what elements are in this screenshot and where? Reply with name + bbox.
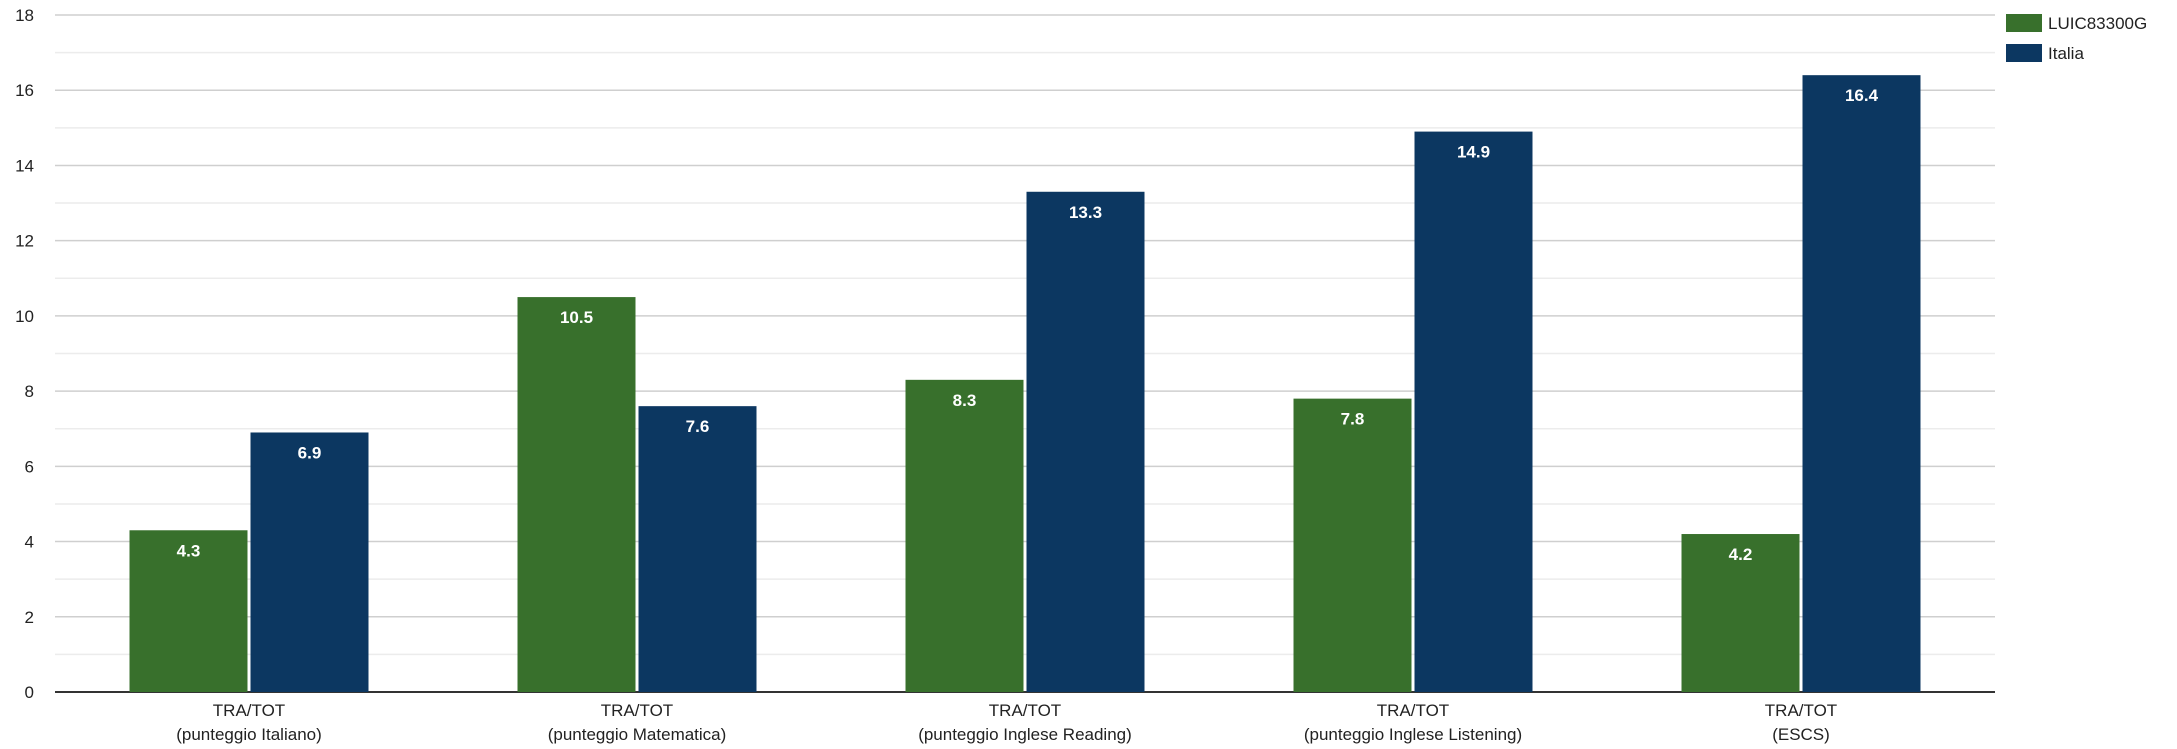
legend-swatch (2006, 14, 2042, 32)
bar-value-label: 16.4 (1845, 86, 1879, 105)
x-category-label: TRA/TOT (213, 701, 285, 720)
x-category-label: (punteggio Italiano) (176, 725, 322, 744)
bar-italia (250, 432, 369, 692)
legend: LUIC83300G Italia (2006, 14, 2147, 63)
bar-value-label: 6.9 (298, 443, 322, 462)
bar-value-label: 4.2 (1729, 545, 1753, 564)
x-axis: TRA/TOT (punteggio Italiano) TRA/TOT (punte… (176, 701, 1837, 744)
bar-italia (638, 406, 757, 692)
x-category-label: TRA/TOT (1765, 701, 1837, 720)
x-category-label: TRA/TOT (601, 701, 673, 720)
bar-school (1681, 534, 1800, 692)
x-category-label: (ESCS) (1772, 725, 1830, 744)
y-tick-label: 10 (15, 307, 34, 326)
bar-value-label: 10.5 (560, 308, 593, 327)
y-tick-label: 8 (25, 382, 34, 401)
bar-school (1293, 398, 1412, 692)
bar-value-label: 7.8 (1341, 410, 1365, 429)
grid-layer (55, 14, 1995, 656)
bar-school (905, 379, 1024, 692)
y-tick-label: 12 (15, 232, 34, 251)
x-category-label: (punteggio Inglese Reading) (918, 725, 1132, 744)
y-tick-label: 16 (15, 81, 34, 100)
bar-italia (1802, 75, 1921, 692)
y-axis: 0 2 4 6 8 10 12 14 16 18 (15, 6, 1995, 702)
y-tick-label: 6 (25, 457, 34, 476)
bar-value-label: 14.9 (1457, 143, 1490, 162)
bar-school (129, 530, 248, 692)
y-tick-label: 18 (15, 6, 34, 25)
bar-value-label: 13.3 (1069, 203, 1102, 222)
legend-swatch (2006, 44, 2042, 62)
y-tick-label: 0 (25, 683, 34, 702)
bars-layer: 4.3 6.9 10.5 7.6 8.3 13.3 7.8 14.9 4.2 16.4 (129, 75, 1921, 692)
bar-italia (1414, 131, 1533, 692)
bar-school (517, 297, 636, 692)
x-category-label: (punteggio Matematica) (548, 725, 727, 744)
x-category-label: TRA/TOT (1377, 701, 1449, 720)
bar-value-label: 7.6 (686, 417, 710, 436)
x-category-label: TRA/TOT (989, 701, 1061, 720)
bar-value-label: 8.3 (953, 391, 977, 410)
legend-label: LUIC83300G (2048, 14, 2147, 33)
y-tick-label: 2 (25, 608, 34, 627)
bar-value-label: 4.3 (177, 541, 201, 560)
y-tick-label: 4 (25, 533, 34, 552)
legend-label: Italia (2048, 44, 2084, 63)
y-tick-label: 14 (15, 156, 34, 175)
bar-italia (1026, 191, 1145, 692)
x-category-label: (punteggio Inglese Listening) (1304, 725, 1522, 744)
